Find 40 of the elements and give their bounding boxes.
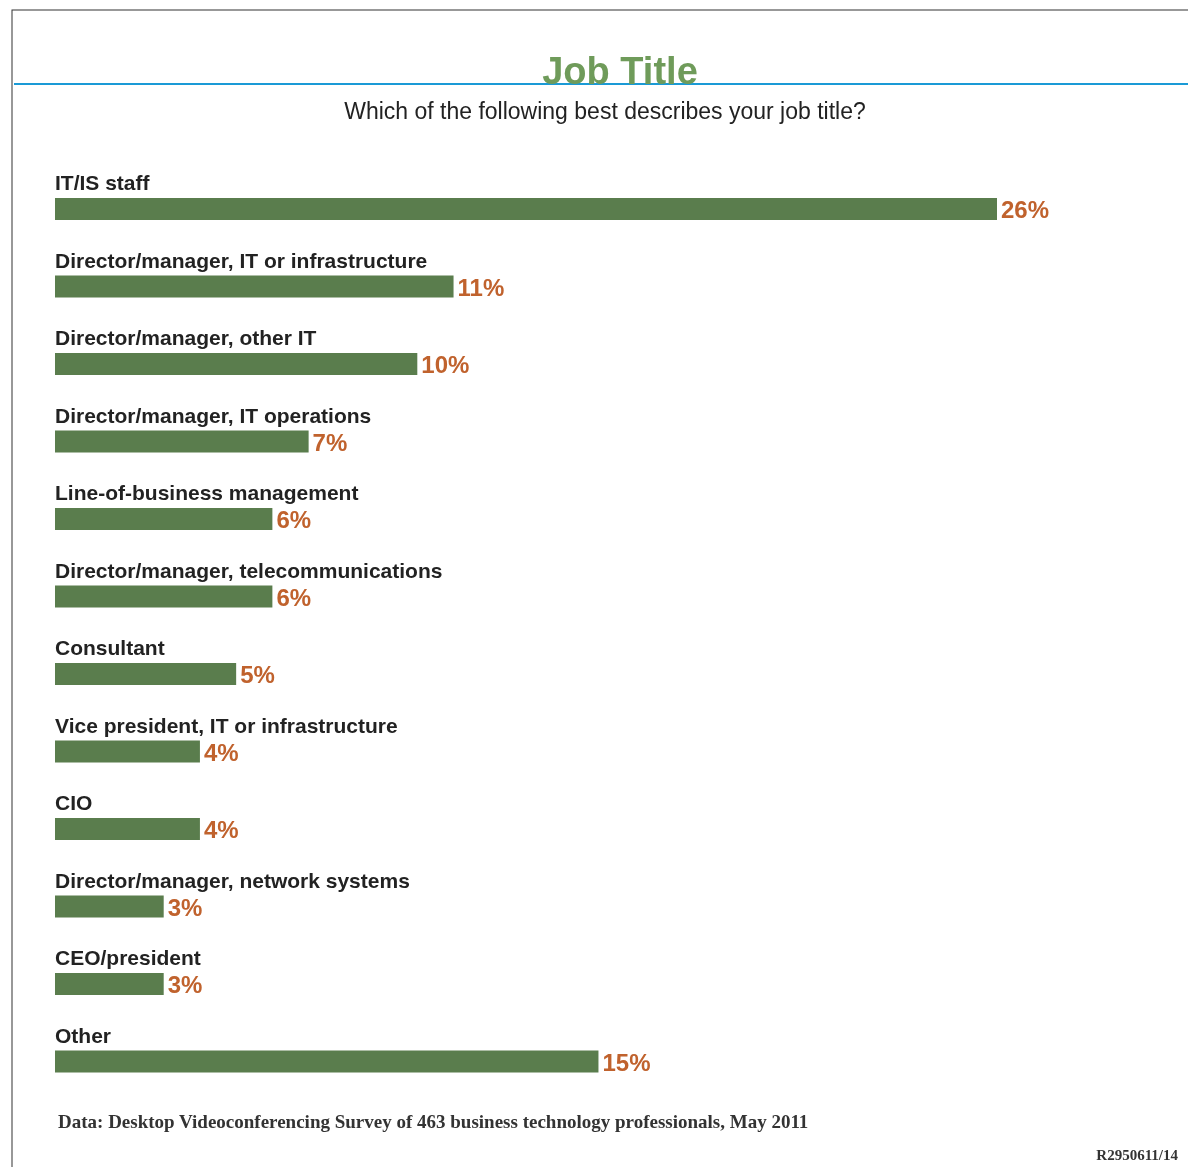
- data-label: 4%: [203, 816, 239, 843]
- y-tick-label: CIO: [55, 791, 93, 814]
- data-label: 5%: [240, 661, 275, 688]
- data-label: 3%: [167, 971, 203, 998]
- data-label: 10%: [421, 351, 470, 378]
- y-tick-label: Director/manager, telecommunications: [55, 558, 443, 582]
- y-tick-label: Director/manager, network systems: [55, 868, 410, 892]
- text: Data: Desktop Videoconferencing Survey of 463 business technology professionals, May 2011: [58, 1111, 809, 1132]
- bar: [55, 198, 997, 220]
- y-tick-label: Line-of-business management: [55, 481, 359, 504]
- data-label: 11%: [457, 273, 505, 301]
- bar: [55, 740, 200, 763]
- bar: [55, 1050, 599, 1073]
- bar: [55, 895, 164, 918]
- data-label: 26%: [1001, 196, 1050, 223]
- bar: [55, 585, 273, 608]
- y-tick-label: Vice president, IT or infrastructure: [55, 713, 398, 737]
- data-label: 15%: [602, 1048, 651, 1076]
- data-label: 4%: [203, 738, 239, 766]
- bar: [55, 508, 273, 530]
- bar: [55, 818, 200, 840]
- data-label: 3%: [167, 893, 203, 921]
- chart-title: Job Title: [542, 50, 698, 92]
- y-tick-label: CEO/president: [55, 946, 201, 969]
- bar: [55, 353, 418, 375]
- data-label: 6%: [276, 506, 312, 533]
- chart-subtitle: Which of the following best describes your job title?: [344, 98, 866, 124]
- data-label: 6%: [276, 583, 312, 611]
- bar: [55, 275, 454, 298]
- text: R2950611/14: [1096, 1147, 1179, 1163]
- bar: [55, 663, 237, 685]
- y-tick-label: Director/manager, IT or infrastructure: [55, 248, 428, 272]
- y-tick-label: Consultant: [55, 636, 165, 659]
- y-tick-label: Director/manager, other IT: [55, 326, 317, 349]
- y-tick-label: Director/manager, IT operations: [55, 403, 372, 427]
- y-tick-label: Other: [55, 1023, 112, 1047]
- bar: [55, 973, 164, 995]
- y-tick-label: IT/IS staff: [55, 171, 151, 194]
- bar: [55, 430, 309, 453]
- data-label: 7%: [312, 428, 348, 456]
